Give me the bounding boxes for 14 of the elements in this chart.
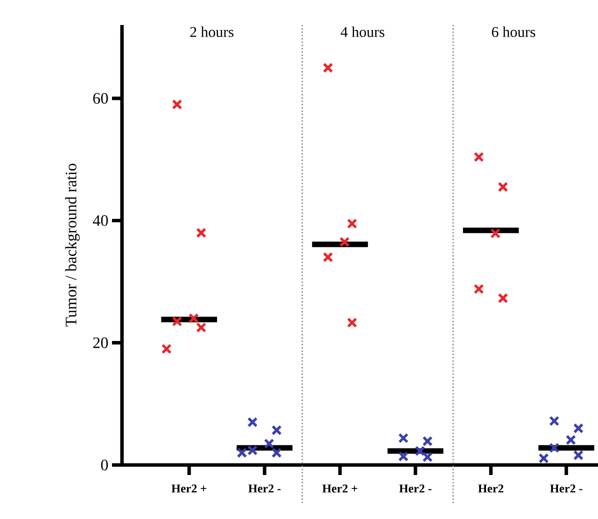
x-tick-label: Her2 +	[171, 484, 206, 493]
annotation: 2 hours	[190, 26, 234, 38]
x-tick-label: Her2 -	[248, 484, 281, 493]
x-tick-label: Her2 +	[322, 484, 358, 493]
annotation: 4 hours	[340, 26, 384, 38]
x-tick-label: Her2 -	[550, 484, 582, 493]
y-tick-label: 40	[92, 215, 108, 226]
y-axis-title: Tumor / background ratio	[65, 164, 80, 327]
y-tick-label: 20	[93, 337, 108, 348]
x-tick-label: Her2 -	[399, 484, 432, 493]
y-tick-label: 60	[93, 92, 108, 104]
annotation: 6 hours	[492, 26, 536, 38]
x-tick-label: Her2	[478, 484, 504, 493]
y-tick-label: 0	[101, 460, 108, 470]
